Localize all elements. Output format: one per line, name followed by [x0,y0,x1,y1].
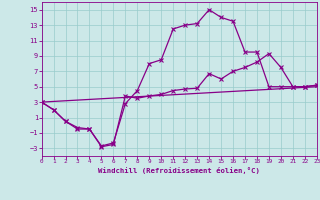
X-axis label: Windchill (Refroidissement éolien,°C): Windchill (Refroidissement éolien,°C) [98,167,260,174]
